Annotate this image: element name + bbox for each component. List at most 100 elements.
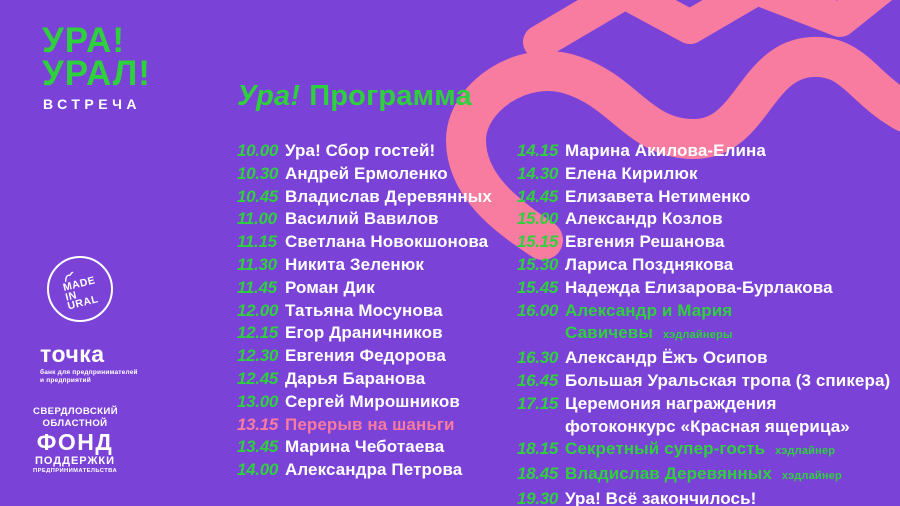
headliner-badge: хэдлайнеры <box>662 329 733 342</box>
schedule-name: Ура! Всё закончилось! <box>565 488 757 506</box>
schedule-row: 12.15 Егор Драничников <box>237 322 517 345</box>
schedule-row: 16.00 Александр и Мария Савичевы хэдлайне… <box>517 300 900 348</box>
wave-squiggle-shape <box>445 36 900 260</box>
schedule-row: 19.30 Ура! Всё закончилось! <box>517 488 900 506</box>
schedule-time: 11.30 <box>237 254 277 274</box>
schedule-name: Александра Петрова <box>285 460 463 480</box>
schedule-time: 10.00 <box>237 141 279 160</box>
schedule-row: 11.00 Василий Вавилов <box>237 208 517 231</box>
schedule-time: 16.30 <box>517 348 559 368</box>
schedule-row: 14.15 Марина Акилова-Елина <box>517 140 900 163</box>
schedule-time: 10.30 <box>237 163 279 183</box>
schedule-row: 13.45 Марина Чеботаева <box>237 436 517 459</box>
schedule-name: Евгения Решанова <box>565 232 725 252</box>
schedule-row: 17.15 Церемония награждения фотоконкурс «… <box>517 393 900 439</box>
schedule-time: 17.15 <box>517 393 559 413</box>
schedule-row: 12.45 Дарья Баранова <box>237 368 517 391</box>
schedule-row: 15.00 Александр Козлов <box>517 208 900 231</box>
schedule-name: Марина Чеботаева <box>285 437 445 457</box>
schedule-time: 14.15 <box>517 141 559 160</box>
schedule-name: Евгения Федорова <box>285 346 446 366</box>
schedule-row: 10.45 Владислав Деревянных <box>237 186 517 209</box>
schedule-time: 18.15 <box>517 439 559 459</box>
schedule-time: 10.45 <box>237 186 279 206</box>
schedule-name: Владислав Деревянных хэдлайнер <box>565 464 842 484</box>
page-title-rest: Программа <box>309 80 472 112</box>
schedule-name: Церемония награждения фотоконкурс «Красна… <box>565 393 900 439</box>
page-title: Ура! Программа <box>237 80 472 113</box>
schedule-row: 16.30 Александр Ёжъ Осипов <box>517 347 900 370</box>
schedule-time: 14.45 <box>517 186 559 206</box>
tochka-logo-tagline: банк для предпринимателей и предприятий <box>40 369 138 384</box>
schedule-time: 15.15 <box>517 232 559 252</box>
schedule-name: Ура! Сбор гостей! <box>285 141 436 160</box>
event-logo-line2: УРАЛ! <box>42 54 151 93</box>
schedule-time: 16.00 <box>517 300 559 320</box>
schedule-row: 10.00 Ура! Сбор гостей! <box>237 140 517 163</box>
schedule-name: Татьяна Мосунова <box>285 300 443 320</box>
schedule-name: Василий Вавилов <box>285 209 439 229</box>
schedule-name-line2: фотоконкурс «Красная ящерица» <box>565 416 850 436</box>
schedule-name: Лариса Позднякова <box>565 254 734 274</box>
tochka-bank-logo: точка банк для предпринимателей и предпр… <box>40 342 138 385</box>
sverdlovsk-fund-logo: СВЕРДЛОВСКИЙ ОБЛАСТНОЙ ФОНД ПОДДЕРЖКИ ПР… <box>33 406 119 474</box>
schedule-row: 13.00 Сергей Мирошников <box>237 391 517 414</box>
schedule-row: 15.30 Лариса Позднякова <box>517 254 900 277</box>
schedule-row: 18.45 Владислав Деревянных хэдлайнер <box>517 463 900 488</box>
schedule-name: Секретный супер-гость хэдлайнер <box>565 439 836 459</box>
schedule-name: Сергей Мирошников <box>285 391 460 411</box>
schedule-time: 12.00 <box>237 300 279 320</box>
schedule-row: 16.45 Большая Уральская тропа (3 спикера… <box>517 370 900 393</box>
schedule-name: Надежда Елизарова-Бурлакова <box>565 277 833 297</box>
schedule-name: Марина Акилова-Елина <box>565 141 766 160</box>
zigzag-squiggle-shape <box>523 0 893 59</box>
headliner-badge: хэдлайнер <box>781 470 842 483</box>
made-in-ural-logo: MADE IN URAL <box>47 256 113 322</box>
schedule-column-right: 14.15 Марина Акилова-Елина 14.30 Елена К… <box>517 140 900 506</box>
schedule-row: 11.45 Роман Дик <box>237 277 517 300</box>
event-logo-line1: УРА! <box>42 21 125 60</box>
schedule-row: 11.30 Никита Зеленюк <box>237 254 517 277</box>
tochka-logo-name: точка <box>40 341 105 367</box>
schedule-row: 12.00 Татьяна Мосунова <box>237 300 517 323</box>
schedule-row: 14.30 Елена Кирилюк <box>517 163 900 186</box>
sidebar: УРА! УРАЛ! ВСТРЕЧА MADE IN URAL точка ба… <box>0 0 210 506</box>
schedule-time: 15.30 <box>517 254 559 274</box>
schedule-name: Елена Кирилюк <box>565 163 698 183</box>
schedule-name: Светлана Новокшонова <box>285 232 489 252</box>
schedule-column-left: 10.00 Ура! Сбор гостей! 10.30 Андрей Ерм… <box>237 140 517 482</box>
schedule-name: Александр и Мария Савичевы хэдлайнеры <box>565 300 733 343</box>
schedule-row: 10.30 Андрей Ермоленко <box>237 163 517 186</box>
schedule-row: 14.45 Елизавета Нетименко <box>517 186 900 209</box>
schedule-row: 18.15 Секретный супер-гость хэдлайнер <box>517 438 900 463</box>
schedule-time: 16.45 <box>517 370 559 390</box>
schedule-name: Владислав Деревянных <box>285 186 492 206</box>
event-logo: УРА! УРАЛ! <box>42 21 151 93</box>
hand-icon <box>64 271 73 282</box>
schedule-row: 15.45 Надежда Елизарова-Бурлакова <box>517 277 900 300</box>
schedule-name: Андрей Ермоленко <box>285 163 448 183</box>
page-title-accent: Ура! <box>237 80 301 112</box>
schedule-name: Никита Зеленюк <box>285 254 425 274</box>
schedule-time: 13.00 <box>237 391 279 411</box>
schedule-name: Большая Уральская тропа (3 спикера) <box>565 370 891 390</box>
schedule-name: Александр Козлов <box>565 209 723 229</box>
event-logo-subtitle: ВСТРЕЧА <box>43 96 142 112</box>
schedule-row: 15.15 Евгения Решанова <box>517 231 900 254</box>
schedule-time: 11.15 <box>237 232 277 252</box>
schedule-time: 15.00 <box>517 209 559 229</box>
schedule-time: 12.15 <box>237 323 279 343</box>
schedule-time: 12.45 <box>237 368 279 388</box>
schedule-name: Елизавета Нетименко <box>565 186 751 206</box>
schedule-row: 13.15 Перерыв на шаньги <box>237 414 517 437</box>
schedule-name: Егор Драничников <box>285 323 443 343</box>
schedule-row: 14.00 Александра Петрова <box>237 459 517 482</box>
schedule-row: 11.15 Светлана Новокшонова <box>237 231 517 254</box>
schedule-time: 14.00 <box>237 460 279 480</box>
schedule-time: 19.30 <box>517 488 559 506</box>
schedule-row: 12.30 Евгения Федорова <box>237 345 517 368</box>
schedule-name: Дарья Баранова <box>285 368 426 388</box>
schedule-time: 13.45 <box>237 437 279 457</box>
